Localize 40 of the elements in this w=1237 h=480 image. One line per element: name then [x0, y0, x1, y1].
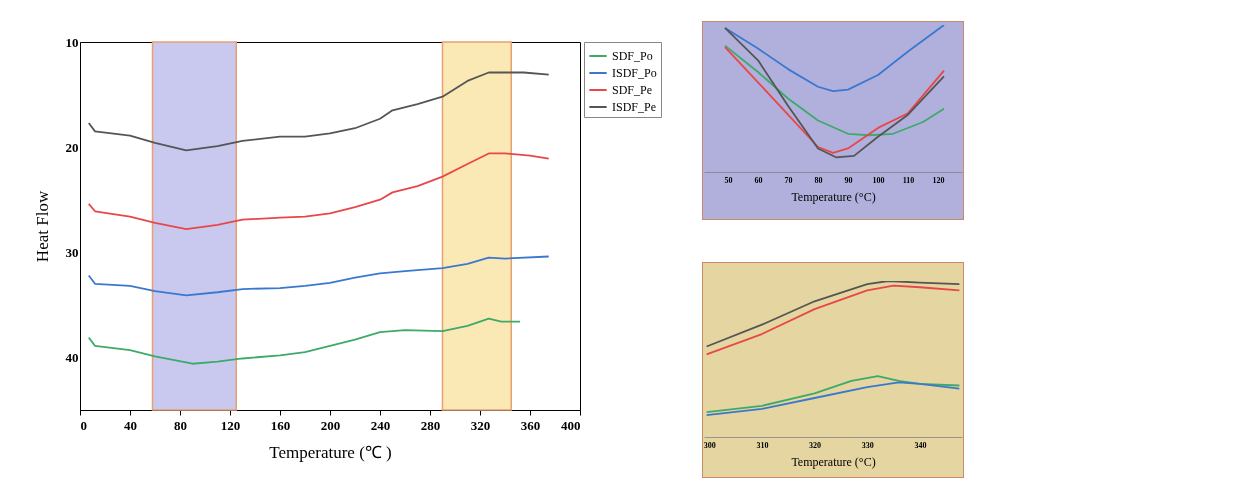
x-tick-label: 110 [902, 175, 915, 185]
y-tick-label: 40 [65, 349, 79, 365]
x-tick-label: 400 [561, 417, 581, 433]
line-series [87, 152, 550, 231]
legend-label: SDF_Po [612, 49, 653, 63]
line-series [87, 71, 550, 152]
y-tick-label: 20 [65, 139, 79, 155]
x-axis-title: Temperature (℃ ) [269, 442, 392, 462]
x-tick-label: 280 [420, 417, 441, 433]
legend-label: SDF_Pe [612, 83, 653, 97]
x-tick-label: 320 [470, 417, 491, 433]
y-tick-label: 10 [65, 34, 79, 50]
x-tick-label: 70 [784, 175, 793, 185]
legend-label: ISDF_Pe [612, 100, 657, 114]
x-axis-title: Temperature (°C) [791, 189, 876, 204]
x-tick-label: 330 [861, 440, 874, 450]
x-tick-label: 240 [370, 417, 391, 433]
x-tick-label: 50 [724, 175, 733, 185]
x-tick-label: 90 [844, 175, 853, 185]
legend-label: ISDF_Po [612, 66, 657, 80]
line-series [87, 317, 521, 365]
x-tick-label: 60 [754, 175, 763, 185]
x-tick-label: 310 [756, 440, 769, 450]
x-tick-label: 120 [220, 417, 241, 433]
x-tick-label: 320 [809, 440, 822, 450]
x-tick-label: 200 [320, 417, 341, 433]
x-tick-label: 360 [520, 417, 541, 433]
x-tick-label: 0 [80, 417, 87, 433]
x-tick-label: 100 [872, 175, 885, 185]
y-axis-title: Heat Flow [32, 190, 52, 263]
x-tick-label: 300 [703, 440, 716, 450]
x-tick-label: 340 [914, 440, 927, 450]
x-tick-label: 120 [932, 175, 945, 185]
x-axis-title: Temperature (°C) [791, 454, 876, 469]
x-tick-label: 80 [814, 175, 823, 185]
x-tick-label: 40 [124, 417, 137, 433]
x-tick-label: 80 [174, 417, 187, 433]
x-tick-label: 160 [270, 417, 291, 433]
line-series [87, 255, 550, 297]
y-tick-label: 30 [65, 244, 79, 260]
